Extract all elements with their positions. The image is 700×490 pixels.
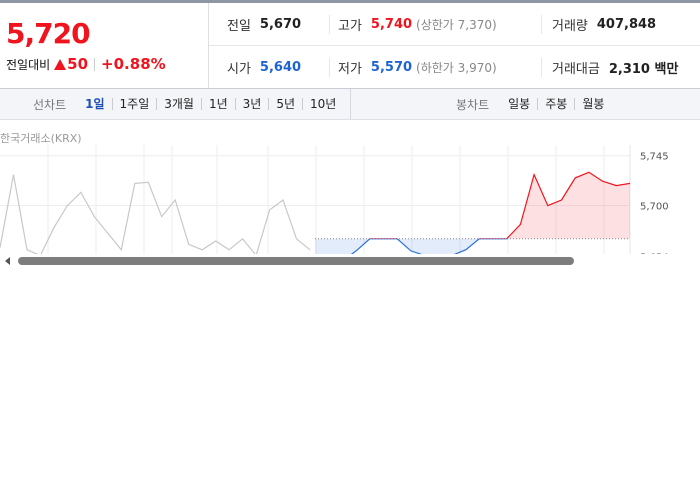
info-value: 2,310 백만: [608, 61, 679, 77]
tab-group-label: 선차트: [33, 97, 67, 112]
price-box: 5,720 전일대비 50 +0.88%: [0, 3, 209, 88]
info-limit: (상한가 7,370): [416, 17, 497, 32]
line-chart-tabs: 선차트 1일 1주일 3개월 1년 3년 5년 10년: [33, 89, 343, 119]
info-cell: 거래량 407,848: [541, 14, 700, 34]
info-label: 고가: [338, 18, 362, 34]
period-tab[interactable]: 1년: [200, 98, 235, 110]
info-cell: 저가 5,570 (하한가 3,970): [329, 57, 541, 77]
separator: [94, 57, 96, 71]
period-tab[interactable]: 1일: [85, 97, 105, 111]
period-tab[interactable]: 월봉: [574, 98, 611, 110]
period-tab[interactable]: 3개월: [156, 98, 201, 110]
info-cell: 고가 5,740 (상한가 7,370): [329, 14, 541, 34]
source: 한국거래소(KRX): [0, 132, 82, 145]
period-tab[interactable]: 일봉: [508, 97, 531, 111]
info-label: 전일: [227, 18, 251, 34]
info-label: 거래량: [552, 18, 588, 34]
info-cell: 거래대금 2,310 백만: [541, 57, 700, 77]
scrollbar[interactable]: [0, 254, 700, 268]
info-value: 5,570: [370, 59, 413, 75]
info-row: 전일 5,670 고가 5,740 (상한가 7,370) 거래량 407,848: [209, 3, 700, 46]
up-area: [506, 172, 630, 239]
info-label: 거래대금: [552, 61, 600, 77]
down-line: [316, 238, 508, 268]
divider: [350, 89, 351, 119]
change-rate: +0.88%: [101, 55, 166, 73]
up-line: [368, 171, 631, 239]
previous-line: [0, 174, 311, 257]
info-value: 5,640: [259, 59, 302, 75]
info-cell: 시가 5,640: [209, 58, 329, 77]
change-value: 50: [67, 55, 89, 73]
period-tab[interactable]: 10년: [302, 98, 343, 110]
period-tab[interactable]: 5년: [268, 98, 302, 110]
tab-group-label: 봉차트: [456, 97, 490, 112]
info-value: 5,670: [259, 16, 302, 32]
current-price: 5,720: [6, 17, 91, 50]
period-tab[interactable]: 1주일: [111, 98, 157, 110]
y-tick-label: 5,745: [640, 152, 669, 163]
info-label: 시가: [227, 61, 251, 77]
info-limit: (하한가 3,970): [416, 60, 497, 75]
toolbar: 선차트 1일 1주일 3개월 1년 3년 5년 10년 봉차트 일봉 주봉 월봉: [0, 88, 700, 120]
period-tab[interactable]: 3년: [234, 98, 269, 110]
up-icon: [54, 58, 67, 70]
change-label: 전일대비: [6, 57, 51, 72]
scroll-left[interactable]: [5, 257, 10, 265]
candle-chart-tabs: 봉차트 일봉 주봉 월봉: [456, 89, 611, 119]
y-tick-label: 5,700: [640, 202, 669, 213]
info-value: 407,848: [596, 16, 657, 32]
info-label: 저가: [338, 61, 362, 77]
summary: 5,720 전일대비 50 +0.88% 전일 5,670 고가 5,740 (상한가 …: [0, 0, 700, 88]
period-tab[interactable]: 주봉: [537, 98, 574, 110]
scroll-thumb[interactable]: [18, 257, 574, 265]
info-row: 시가 5,640 저가 5,570 (하한가 3,970) 거래대금 2,310 백만: [209, 46, 700, 88]
info-value: 5,740: [370, 16, 413, 32]
info-cell: 전일 5,670: [209, 15, 329, 34]
change: 전일대비 50 +0.88%: [6, 55, 166, 73]
down-area: [315, 238, 630, 268]
